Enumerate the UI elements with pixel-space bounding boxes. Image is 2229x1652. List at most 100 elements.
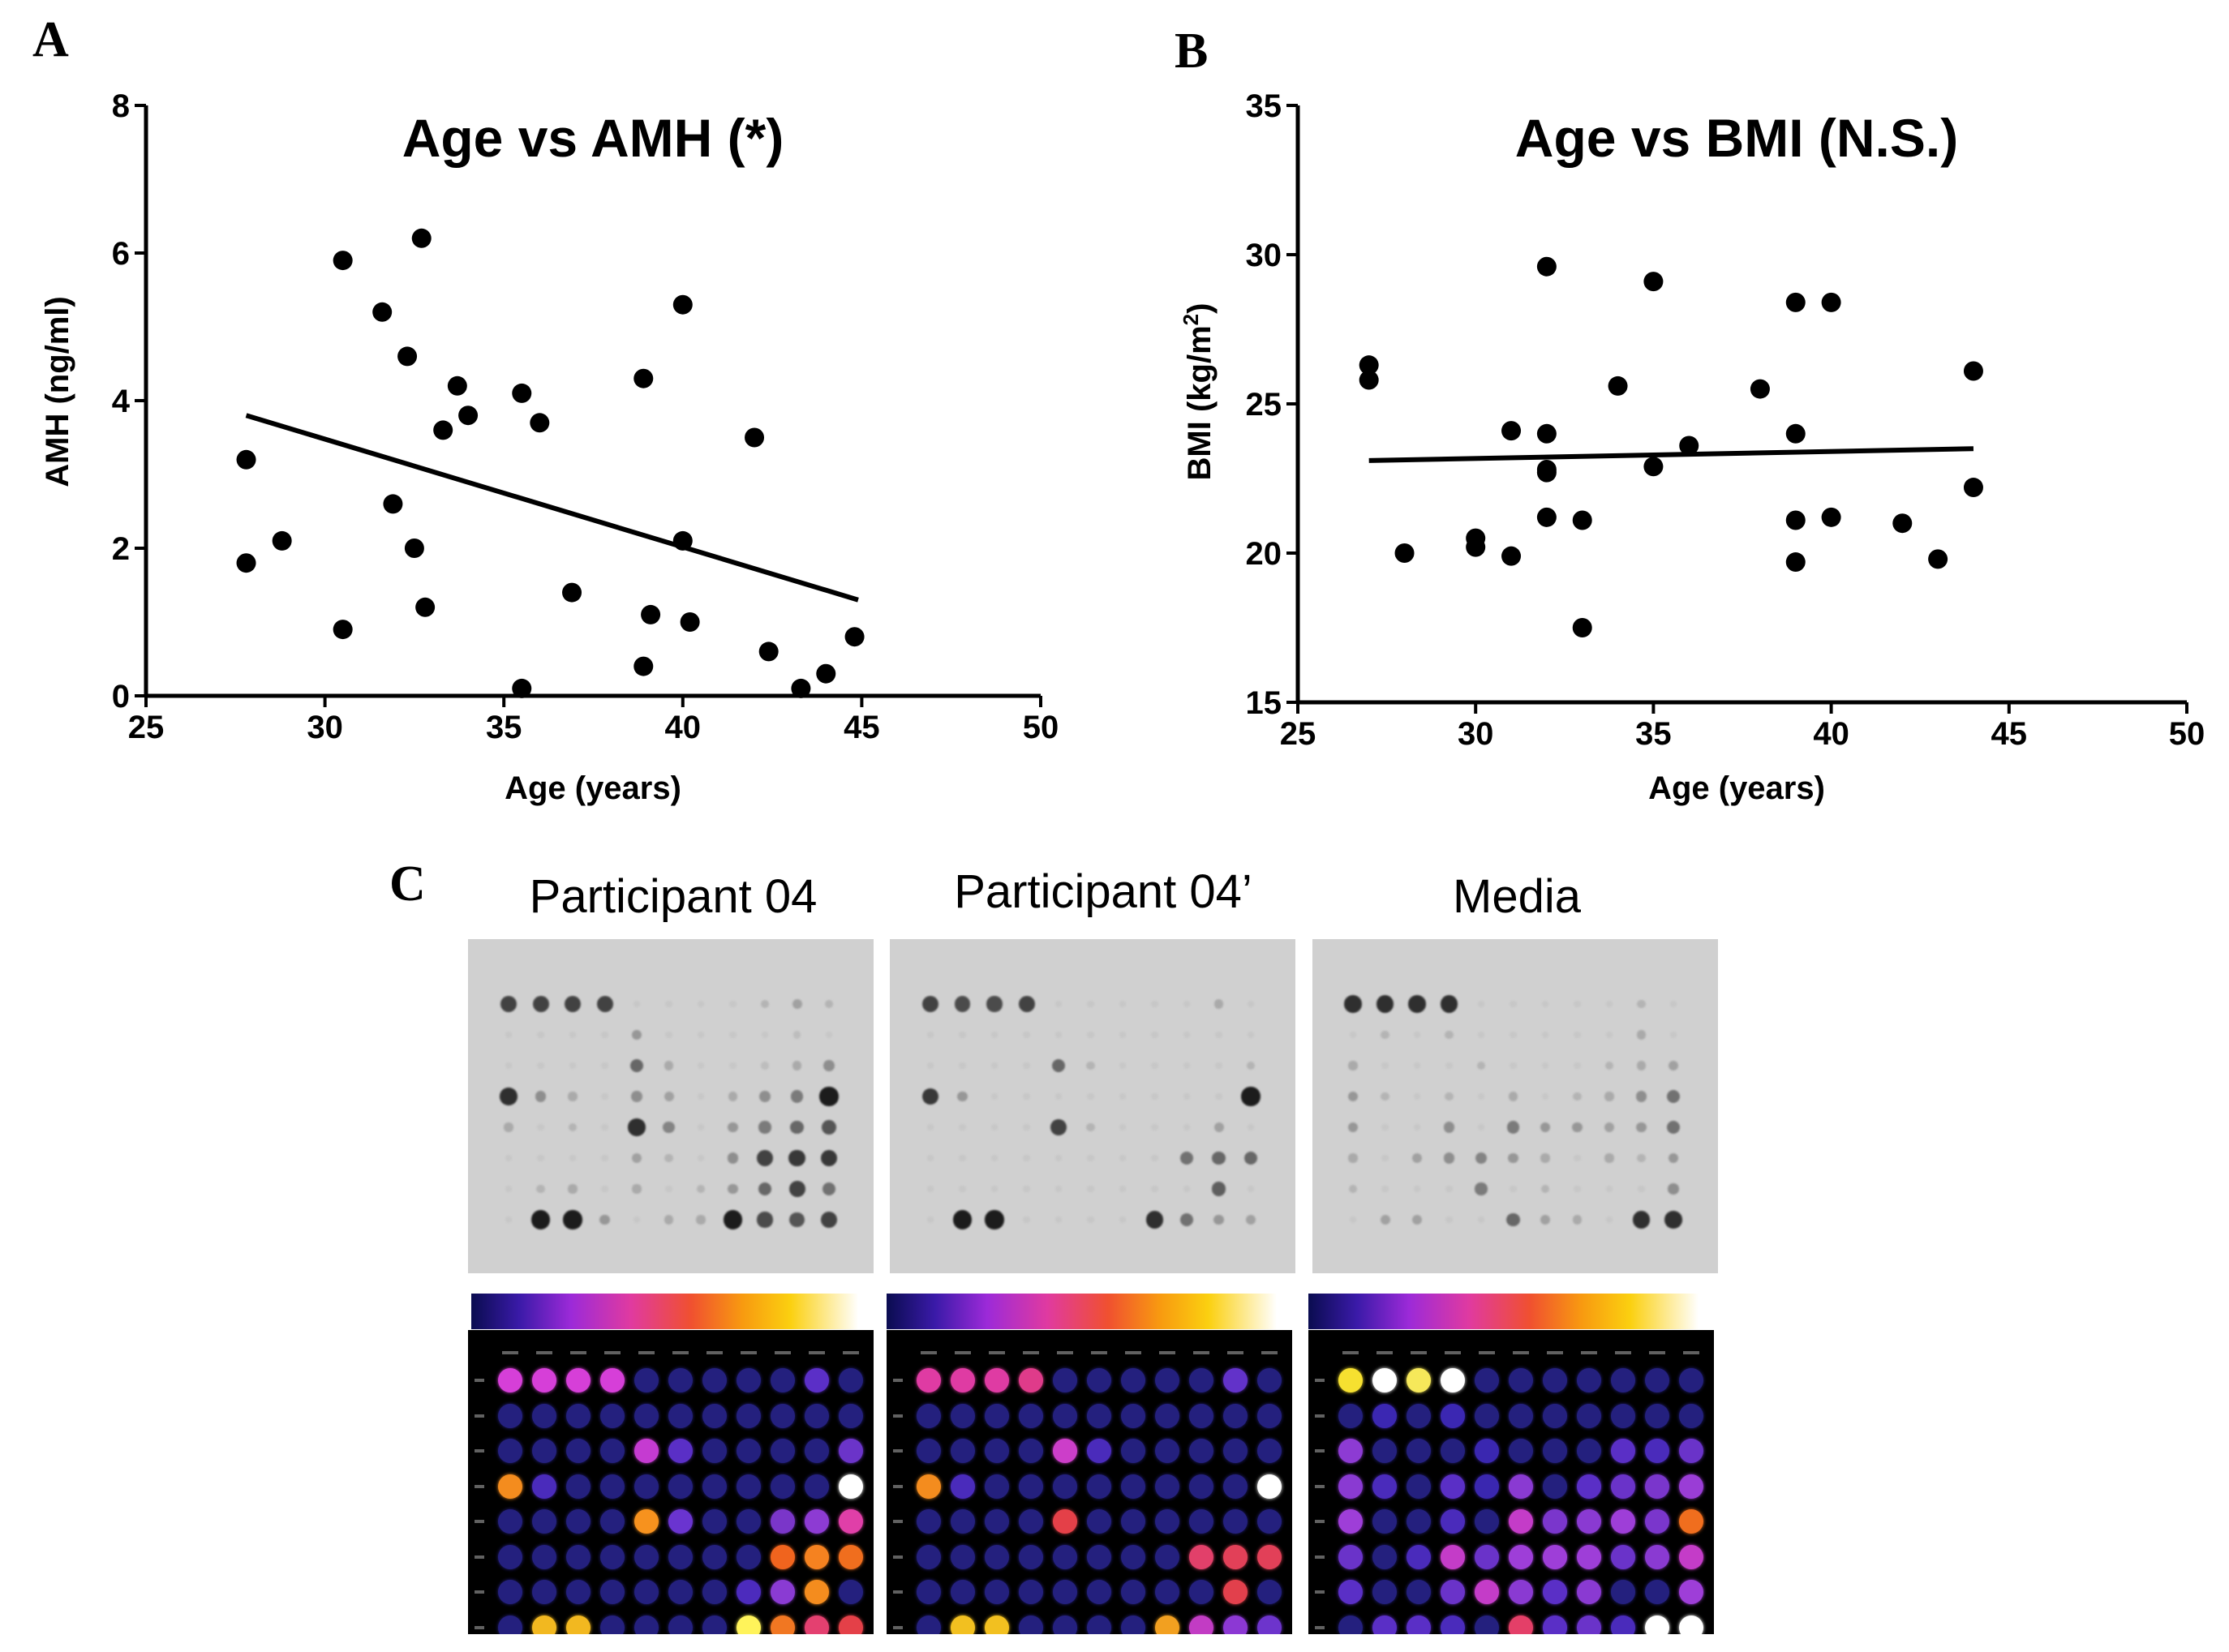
blot-photo-spot [530, 1210, 551, 1229]
blot-photo-spot [926, 1031, 934, 1039]
heatmap-spot [1087, 1439, 1111, 1463]
heatmap-spot [1509, 1474, 1533, 1499]
heatmap-spot [634, 1544, 659, 1569]
blot-photo-spot [601, 1185, 608, 1193]
blot-photo-spot [1213, 999, 1224, 1009]
heatmap-spot [1053, 1580, 1077, 1604]
heatmap-row-label [475, 1484, 484, 1488]
chart-a-x-tick-label: 40 [665, 710, 702, 745]
heatmap-spot [1407, 1368, 1431, 1392]
blot-photo-spot [728, 1183, 738, 1195]
blot-photo-spot [1668, 1183, 1679, 1195]
heatmap-spot [1053, 1368, 1077, 1392]
chart-b-x-tick-label: 50 [2169, 716, 2205, 752]
heatmap-row-label [1315, 1379, 1325, 1382]
blot-photo-spot [1510, 1185, 1517, 1193]
heatmap-spot [1087, 1615, 1111, 1634]
blot-photo-spot [631, 1029, 642, 1041]
chart-a-y-tick-label: 6 [112, 236, 130, 272]
blot-photo-spot [505, 1216, 513, 1224]
heatmap-spot [1121, 1474, 1145, 1499]
chart-a-data-point [633, 368, 654, 388]
heatmap-spot [498, 1474, 522, 1499]
blot-photo-spot [1183, 1185, 1191, 1193]
heatmap-spot [532, 1368, 556, 1392]
chart-a-x-tick-label: 35 [486, 710, 522, 745]
heatmap-spot [1087, 1580, 1111, 1604]
heatmap-spot [1189, 1615, 1213, 1634]
heatmap-spot [634, 1509, 659, 1534]
chart-b-x-tick-label: 40 [1813, 716, 1849, 752]
blot-photo-spot [1508, 1092, 1518, 1101]
blot-label-participant-04-prime: Participant 04’ [954, 865, 1252, 918]
heatmap-spot [1475, 1544, 1499, 1569]
heatmap-column-label [843, 1351, 859, 1354]
blot-photo-spot [664, 1215, 674, 1225]
heatmap-spot [1407, 1580, 1431, 1604]
blot-photo-spot [1023, 1185, 1030, 1193]
heatmap-spot [985, 1580, 1009, 1604]
blot-photo-spot [1572, 1215, 1583, 1225]
heatmap-spot [668, 1368, 693, 1392]
heatmap-spot [1577, 1439, 1601, 1463]
heatmap-spot [805, 1403, 829, 1428]
blot-photo-spot [723, 1210, 743, 1229]
blot-photo-spot [1541, 1092, 1549, 1101]
heatmap-spot [668, 1403, 693, 1428]
heatmap-spot [600, 1580, 625, 1604]
blot-photo-spot [757, 1150, 773, 1166]
blot-photo-spot [1664, 1211, 1682, 1229]
heatmap-spot [839, 1474, 863, 1499]
heatmap-spot [1155, 1544, 1179, 1569]
heatmap-spot [1338, 1615, 1363, 1634]
blot-photo-spot [1408, 995, 1426, 1013]
blot-photo-spot [1247, 1031, 1255, 1039]
chart-b-data-point [1572, 618, 1592, 637]
chart-a-data-point [758, 641, 779, 662]
blot-photo-spot [664, 1061, 674, 1071]
blot-photo-spot [1119, 1062, 1127, 1070]
heatmap-column-label [1159, 1351, 1175, 1354]
heatmap-spot [805, 1368, 829, 1392]
chart-b-data-point [1501, 546, 1522, 566]
heatmap-row-label [893, 1625, 903, 1629]
blot-photo-spot [926, 1062, 934, 1070]
heatmap-spot [1155, 1403, 1179, 1428]
heatmap-column-label [536, 1351, 552, 1354]
chart-a-data-point [272, 530, 292, 551]
heatmap-spot [566, 1439, 591, 1463]
heatmap-spot [917, 1615, 941, 1634]
heatmap-spot [1372, 1580, 1397, 1604]
blot-photo-spot [1540, 1215, 1550, 1225]
heatmap-spot [737, 1474, 761, 1499]
chart-a-data-point [530, 413, 550, 433]
blot-photo-spot [537, 1123, 544, 1131]
chart-b-data-point [1679, 436, 1699, 456]
heatmap-spot [1645, 1439, 1669, 1463]
heatmap-column-label [672, 1351, 689, 1354]
blot-photo-spot [1247, 1123, 1255, 1131]
blot-photo-spot [921, 1088, 939, 1105]
heatmap-spot [1121, 1509, 1145, 1534]
heatmap-spot [1019, 1403, 1043, 1428]
heatmap-spot [1053, 1509, 1077, 1534]
heatmap-spot [1223, 1615, 1248, 1634]
heatmap-spot [702, 1439, 727, 1463]
blot-photo-spot [1636, 1122, 1647, 1133]
heatmap-spot [985, 1439, 1009, 1463]
heatmap-spot [1121, 1439, 1145, 1463]
heatmap-spot [985, 1544, 1009, 1569]
blot-photo-spot [1086, 1061, 1095, 1071]
chart-a-data-point [633, 656, 654, 676]
blot-photo-spot [1246, 1215, 1256, 1225]
blot-photo-spot [926, 1154, 934, 1162]
blot-photo-spot [537, 1062, 544, 1070]
blot-photo-spot [505, 1154, 513, 1162]
blot-photo-spot [1180, 1152, 1193, 1165]
blot-photo-spot [532, 996, 549, 1012]
blot-photo-spot [758, 1182, 772, 1196]
heatmap-spot [917, 1368, 941, 1392]
blot-photo-spot [601, 1092, 608, 1101]
chart-a-data-point [397, 346, 418, 367]
heatmap-spot [839, 1509, 863, 1534]
